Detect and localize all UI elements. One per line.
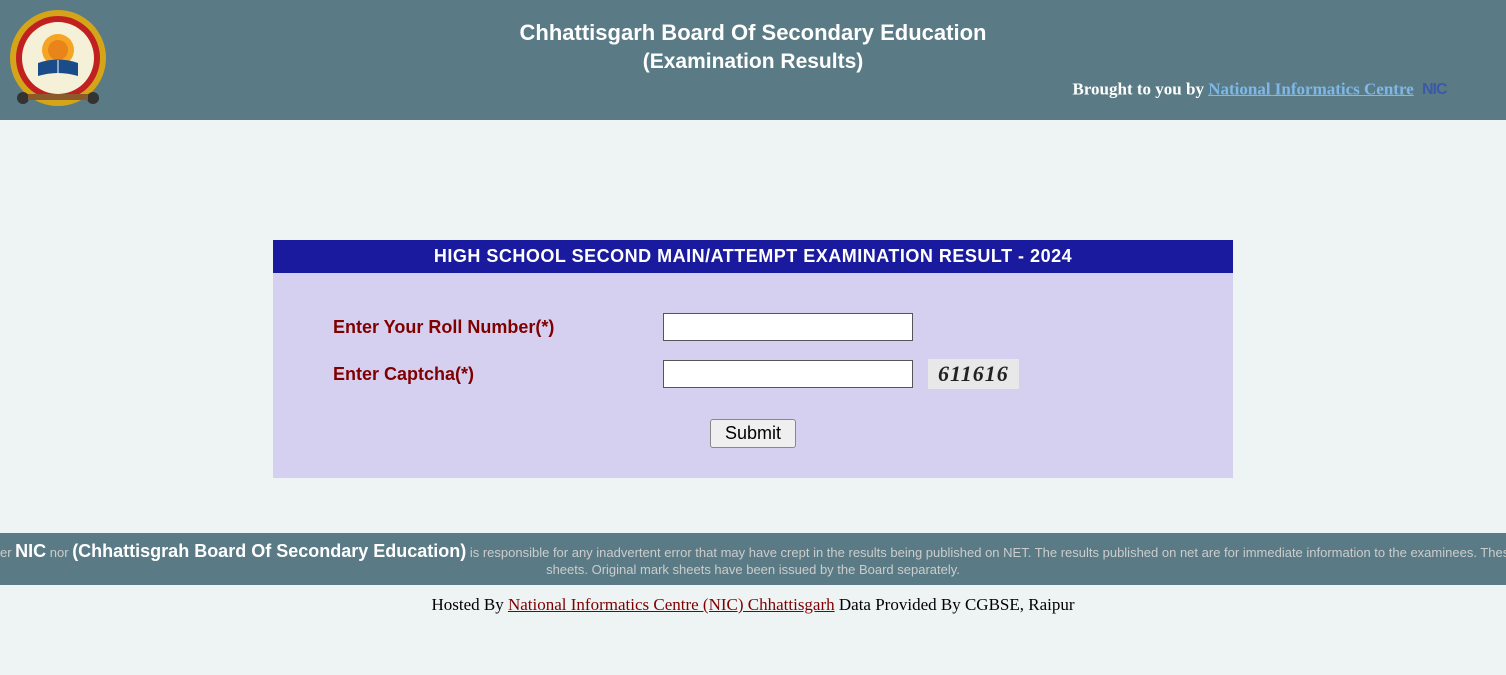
content-area: HIGH SCHOOL SECOND MAIN/ATTEMPT EXAMINAT… [0, 120, 1506, 478]
form-body: Enter Your Roll Number(*) Enter Captcha(… [273, 273, 1233, 478]
board-logo [8, 8, 108, 108]
result-form-container: HIGH SCHOOL SECOND MAIN/ATTEMPT EXAMINAT… [273, 240, 1233, 478]
roll-number-label: Enter Your Roll Number(*) [333, 317, 663, 338]
hosted-prefix: Hosted By [431, 595, 508, 614]
disclaimer-org: (Chhattisgrah Board Of Secondary Educati… [72, 541, 466, 561]
nic-link[interactable]: National Informatics Centre [1208, 79, 1414, 98]
page-header: Chhattisgarh Board Of Secondary Educatio… [0, 0, 1506, 120]
disclaimer-pre: er [0, 545, 15, 560]
captcha-input[interactable] [663, 360, 913, 388]
disclaimer-nor: nor [46, 545, 72, 560]
nic-logo-icon: NIC [1422, 79, 1466, 102]
disclaimer-text1: is responsible for any inadvertent error… [466, 545, 1506, 560]
disclaimer-nic: NIC [15, 541, 46, 561]
brought-by: Brought to you by National Informatics C… [1072, 79, 1466, 102]
svg-text:NIC: NIC [1422, 81, 1448, 97]
roll-number-input[interactable] [663, 313, 913, 341]
brought-prefix: Brought to you by [1072, 79, 1208, 98]
form-heading: HIGH SCHOOL SECOND MAIN/ATTEMPT EXAMINAT… [273, 240, 1233, 273]
captcha-label: Enter Captcha(*) [333, 364, 663, 385]
data-provided: Data Provided By CGBSE, Raipur [835, 595, 1075, 614]
header-titles: Chhattisgarh Board Of Secondary Educatio… [0, 20, 1506, 74]
header-title-sub: (Examination Results) [0, 50, 1506, 74]
captcha-row: Enter Captcha(*) 611616 [333, 359, 1173, 389]
roll-number-row: Enter Your Roll Number(*) [333, 313, 1173, 341]
disclaimer-text2: sheets. Original mark sheets have been i… [546, 562, 960, 577]
hosted-link[interactable]: National Informatics Centre (NIC) Chhatt… [508, 595, 835, 614]
captcha-image: 611616 [928, 359, 1019, 389]
header-title-main: Chhattisgarh Board Of Secondary Educatio… [0, 20, 1506, 46]
submit-row: Submit [333, 419, 1173, 448]
submit-button[interactable]: Submit [710, 419, 796, 448]
disclaimer-marquee: er NIC nor (Chhattisgrah Board Of Second… [0, 533, 1506, 585]
page-footer: Hosted By National Informatics Centre (N… [0, 585, 1506, 625]
